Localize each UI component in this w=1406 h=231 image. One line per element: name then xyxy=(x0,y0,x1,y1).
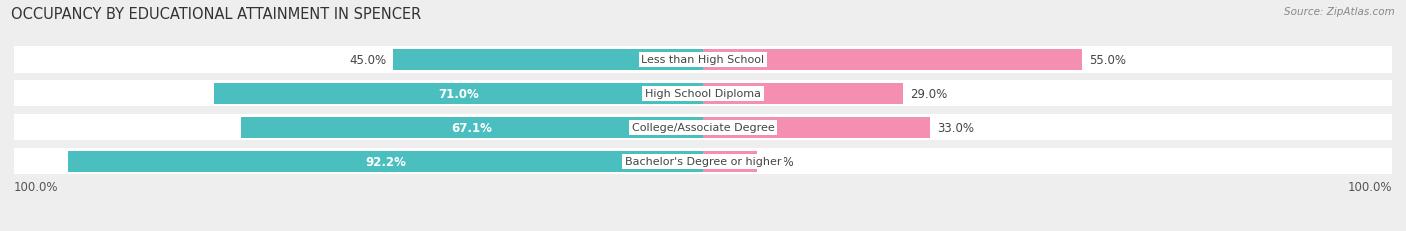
Text: Source: ZipAtlas.com: Source: ZipAtlas.com xyxy=(1284,7,1395,17)
Text: 92.2%: 92.2% xyxy=(366,155,406,168)
Text: 45.0%: 45.0% xyxy=(349,54,387,67)
Text: 71.0%: 71.0% xyxy=(439,88,479,100)
Bar xyxy=(214,83,703,104)
Bar xyxy=(14,81,1392,107)
Legend: Owner-occupied, Renter-occupied: Owner-occupied, Renter-occupied xyxy=(572,228,834,231)
Text: College/Associate Degree: College/Associate Degree xyxy=(631,123,775,133)
Bar xyxy=(392,50,703,71)
Text: 100.0%: 100.0% xyxy=(1347,180,1392,193)
Bar xyxy=(14,47,1392,73)
Text: OCCUPANCY BY EDUCATIONAL ATTAINMENT IN SPENCER: OCCUPANCY BY EDUCATIONAL ATTAINMENT IN S… xyxy=(11,7,422,22)
Text: 33.0%: 33.0% xyxy=(938,121,974,134)
Bar xyxy=(14,115,1392,141)
Text: Bachelor's Degree or higher: Bachelor's Degree or higher xyxy=(624,157,782,167)
Text: High School Diploma: High School Diploma xyxy=(645,89,761,99)
Bar xyxy=(703,83,903,104)
Text: Less than High School: Less than High School xyxy=(641,55,765,65)
Text: 67.1%: 67.1% xyxy=(451,121,492,134)
Text: 29.0%: 29.0% xyxy=(910,88,946,100)
Text: 55.0%: 55.0% xyxy=(1088,54,1126,67)
Bar xyxy=(14,149,1392,175)
Text: 100.0%: 100.0% xyxy=(14,180,59,193)
Bar xyxy=(67,151,703,172)
Bar xyxy=(703,117,931,138)
Bar xyxy=(703,50,1083,71)
Bar xyxy=(703,151,756,172)
Bar xyxy=(240,117,703,138)
Text: 7.8%: 7.8% xyxy=(763,155,793,168)
